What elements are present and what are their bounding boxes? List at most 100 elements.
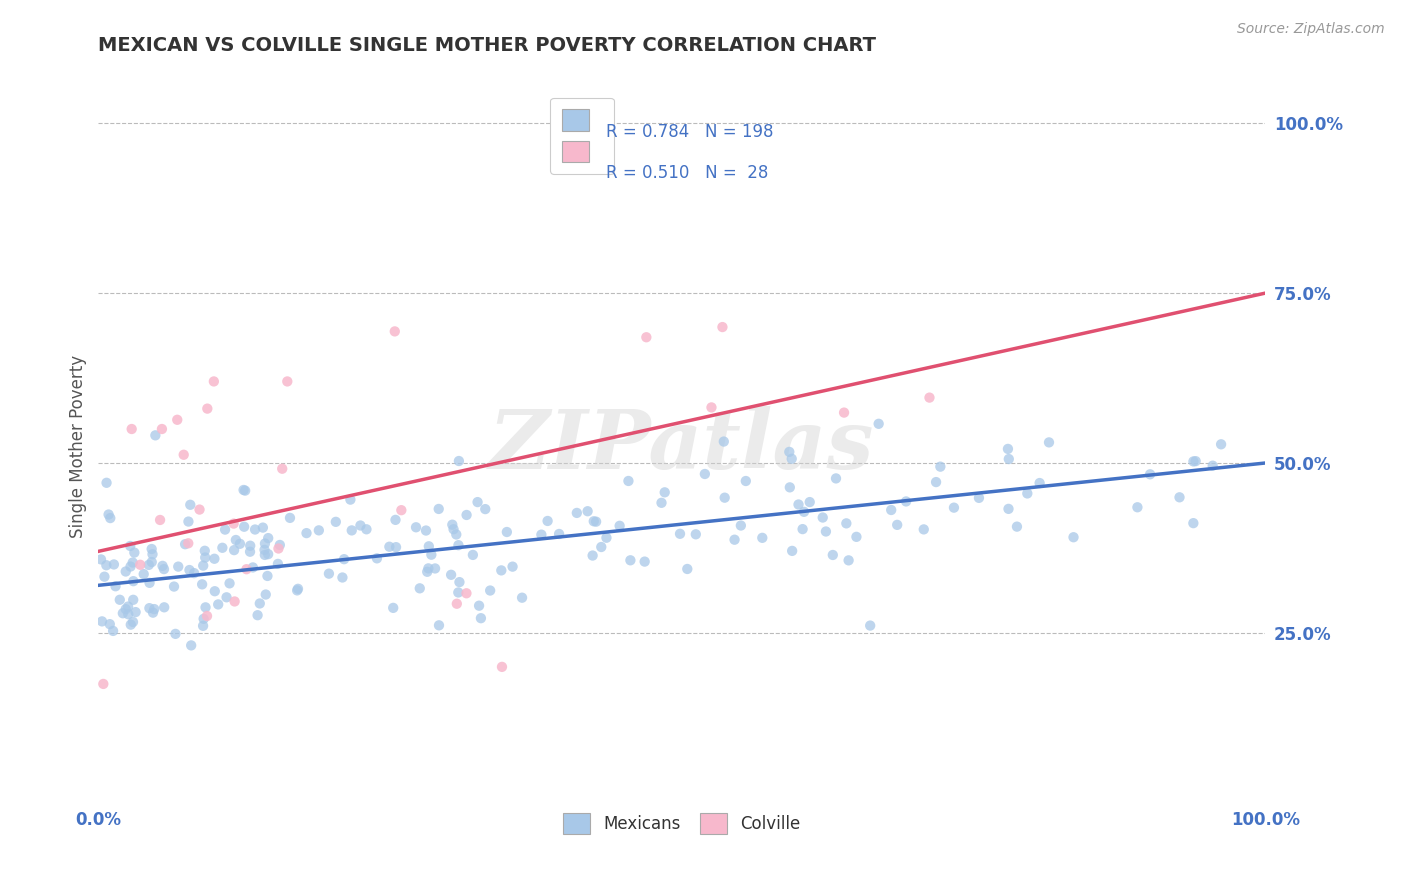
Point (224, 543, 246, 558)
Point (997, 452, 1019, 467)
Point (141, 555, 163, 569)
Point (163, 580, 186, 594)
Point (925, 475, 948, 489)
Point (91, 677, 114, 691)
Point (446, 527, 468, 541)
Point (333, 552, 356, 566)
Point (173, 448, 195, 462)
Point (693, 467, 716, 481)
Point (340, 524, 363, 538)
Point (239, 545, 262, 559)
Point (389, 503, 412, 517)
Point (894, 494, 917, 508)
Point (138, 575, 160, 590)
Point (202, 551, 225, 566)
Point (536, 514, 558, 528)
Point (194, 543, 217, 558)
Point (1182, 516, 1205, 530)
Point (711, 320, 734, 334)
Point (193, 558, 215, 573)
Point (122, 592, 145, 607)
Point (548, 527, 571, 541)
Point (912, 522, 935, 536)
Point (278, 511, 301, 525)
Point (609, 518, 631, 533)
Point (194, 550, 217, 565)
Point (1209, 437, 1232, 451)
Point (581, 549, 603, 563)
Point (121, 422, 143, 436)
Point (880, 503, 903, 517)
Point (124, 605, 146, 619)
Point (349, 518, 371, 533)
Point (120, 539, 142, 553)
Point (179, 498, 201, 512)
Point (821, 548, 844, 562)
Point (195, 609, 218, 624)
Point (193, 612, 215, 626)
Point (174, 537, 197, 551)
Point (165, 627, 187, 641)
Point (138, 601, 160, 615)
Point (929, 459, 952, 474)
Point (98, 511, 121, 525)
Point (218, 576, 240, 591)
Point (811, 510, 834, 524)
Point (868, 417, 890, 431)
Point (446, 597, 468, 611)
Point (332, 570, 354, 584)
Point (585, 515, 607, 529)
Point (101, 624, 124, 638)
Point (214, 523, 236, 537)
Point (257, 531, 280, 545)
Point (780, 544, 803, 558)
Point (249, 597, 271, 611)
Point (384, 513, 406, 527)
Point (242, 560, 264, 574)
Point (153, 562, 176, 576)
Point (530, 527, 553, 541)
Point (470, 611, 492, 625)
Point (232, 483, 254, 497)
Point (267, 541, 290, 556)
Point (447, 538, 470, 552)
Point (1038, 435, 1060, 450)
Point (617, 474, 640, 488)
Point (441, 517, 464, 532)
Point (145, 428, 167, 442)
Point (246, 608, 269, 623)
Point (886, 517, 908, 532)
Point (1168, 491, 1191, 505)
Point (832, 406, 855, 420)
Point (191, 577, 214, 591)
Point (325, 515, 347, 529)
Point (211, 541, 233, 555)
Point (318, 566, 340, 581)
Point (143, 602, 166, 616)
Point (787, 498, 810, 512)
Point (111, 607, 134, 621)
Point (1182, 454, 1205, 468)
Point (619, 553, 641, 567)
Point (235, 562, 257, 576)
Point (997, 501, 1019, 516)
Point (576, 504, 599, 518)
Text: MEXICAN VS COLVILLE SINGLE MOTHER POVERTY CORRELATION CHART: MEXICAN VS COLVILLE SINGLE MOTHER POVERT… (98, 36, 876, 54)
Point (1063, 530, 1085, 544)
Point (122, 615, 145, 629)
Point (713, 434, 735, 449)
Point (98, 617, 121, 632)
Point (814, 524, 837, 539)
Point (427, 618, 450, 632)
Text: R = 0.784   N = 198: R = 0.784 N = 198 (606, 123, 773, 141)
Point (142, 606, 165, 620)
Point (252, 520, 274, 534)
Point (285, 583, 308, 598)
Point (447, 585, 470, 599)
Point (141, 547, 163, 561)
Point (669, 526, 692, 541)
Point (595, 531, 617, 545)
Point (152, 558, 174, 573)
Text: Source: ZipAtlas.com: Source: ZipAtlas.com (1237, 22, 1385, 37)
Point (177, 536, 200, 550)
